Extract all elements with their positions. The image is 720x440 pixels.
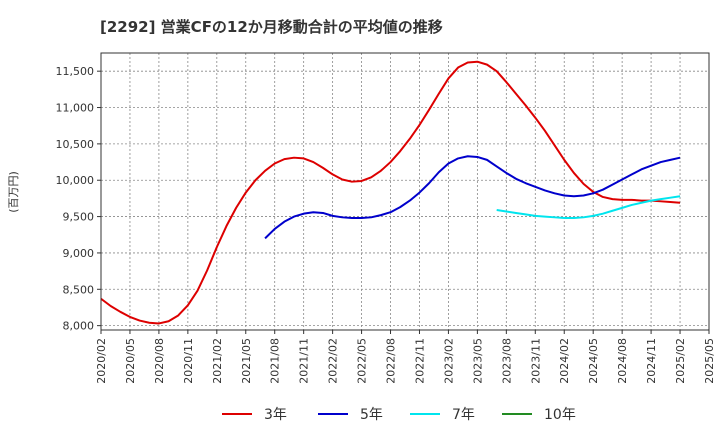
y-tick-label: 10,000 [56, 174, 95, 187]
x-tick-label: 2023/02 [442, 338, 455, 384]
x-tick-label: 2022/02 [327, 338, 340, 384]
x-axis: 2020/02 2020/05 2020/08 2020/11 2021/02 2021/… [95, 330, 716, 384]
legend-label: 3年 [264, 407, 287, 423]
y-tick-label: 10,500 [56, 138, 95, 151]
x-tick-label: 2020/08 [153, 338, 166, 384]
series-line-0 [100, 60, 681, 325]
legend-label: 7年 [452, 407, 475, 423]
x-tick-label: 2024/11 [645, 338, 658, 384]
x-tick-label: 2025/05 [703, 338, 716, 384]
plot-border [100, 52, 710, 331]
legend-label: 10年 [544, 407, 576, 423]
x-tick-label: 2023/11 [529, 338, 542, 384]
x-tick-label: 2024/02 [558, 338, 571, 384]
x-tick-label: 2022/05 [356, 338, 369, 384]
chart-title: [2292] 営業CFの12か月移動合計の平均値の推移 [100, 18, 443, 36]
x-tick-label: 2025/02 [674, 338, 687, 384]
x-tick-label: 2023/05 [471, 338, 484, 384]
legend: 3年 5年 7年 10年 [222, 407, 576, 423]
x-tick-label: 2020/02 [95, 338, 108, 384]
x-tick-label: 2020/05 [124, 338, 137, 384]
x-tick-label: 2020/11 [182, 338, 195, 384]
x-tick-label: 2022/11 [413, 338, 426, 384]
x-tick-label: 2022/08 [385, 338, 398, 384]
x-tick-label: 2024/05 [587, 338, 600, 384]
y-tick-label: 11,000 [56, 102, 95, 115]
y-tick-label: 11,500 [56, 65, 95, 78]
y-axis-label: (百万円) [7, 171, 20, 213]
y-tick-label: 9,000 [63, 247, 95, 260]
series-line-2 [496, 195, 681, 220]
y-tick-label: 9,500 [63, 211, 95, 224]
x-tick-label: 2021/08 [269, 338, 282, 384]
plot-area [101, 53, 709, 330]
y-tick-label: 8,000 [63, 320, 95, 333]
legend-label: 5年 [360, 407, 383, 423]
x-tick-label: 2023/08 [500, 338, 513, 384]
series-line-1 [264, 155, 681, 240]
y-tick-label: 8,500 [63, 283, 95, 296]
y-axis: 8,000 8,500 9,000 9,500 10,000 10,500 11,000 11… [56, 65, 101, 333]
series-group [100, 60, 681, 325]
x-tick-label: 2021/05 [240, 338, 253, 384]
x-tick-label: 2021/11 [298, 338, 311, 384]
x-tick-label: 2021/02 [211, 338, 224, 384]
x-tick-label: 2024/08 [616, 338, 629, 384]
